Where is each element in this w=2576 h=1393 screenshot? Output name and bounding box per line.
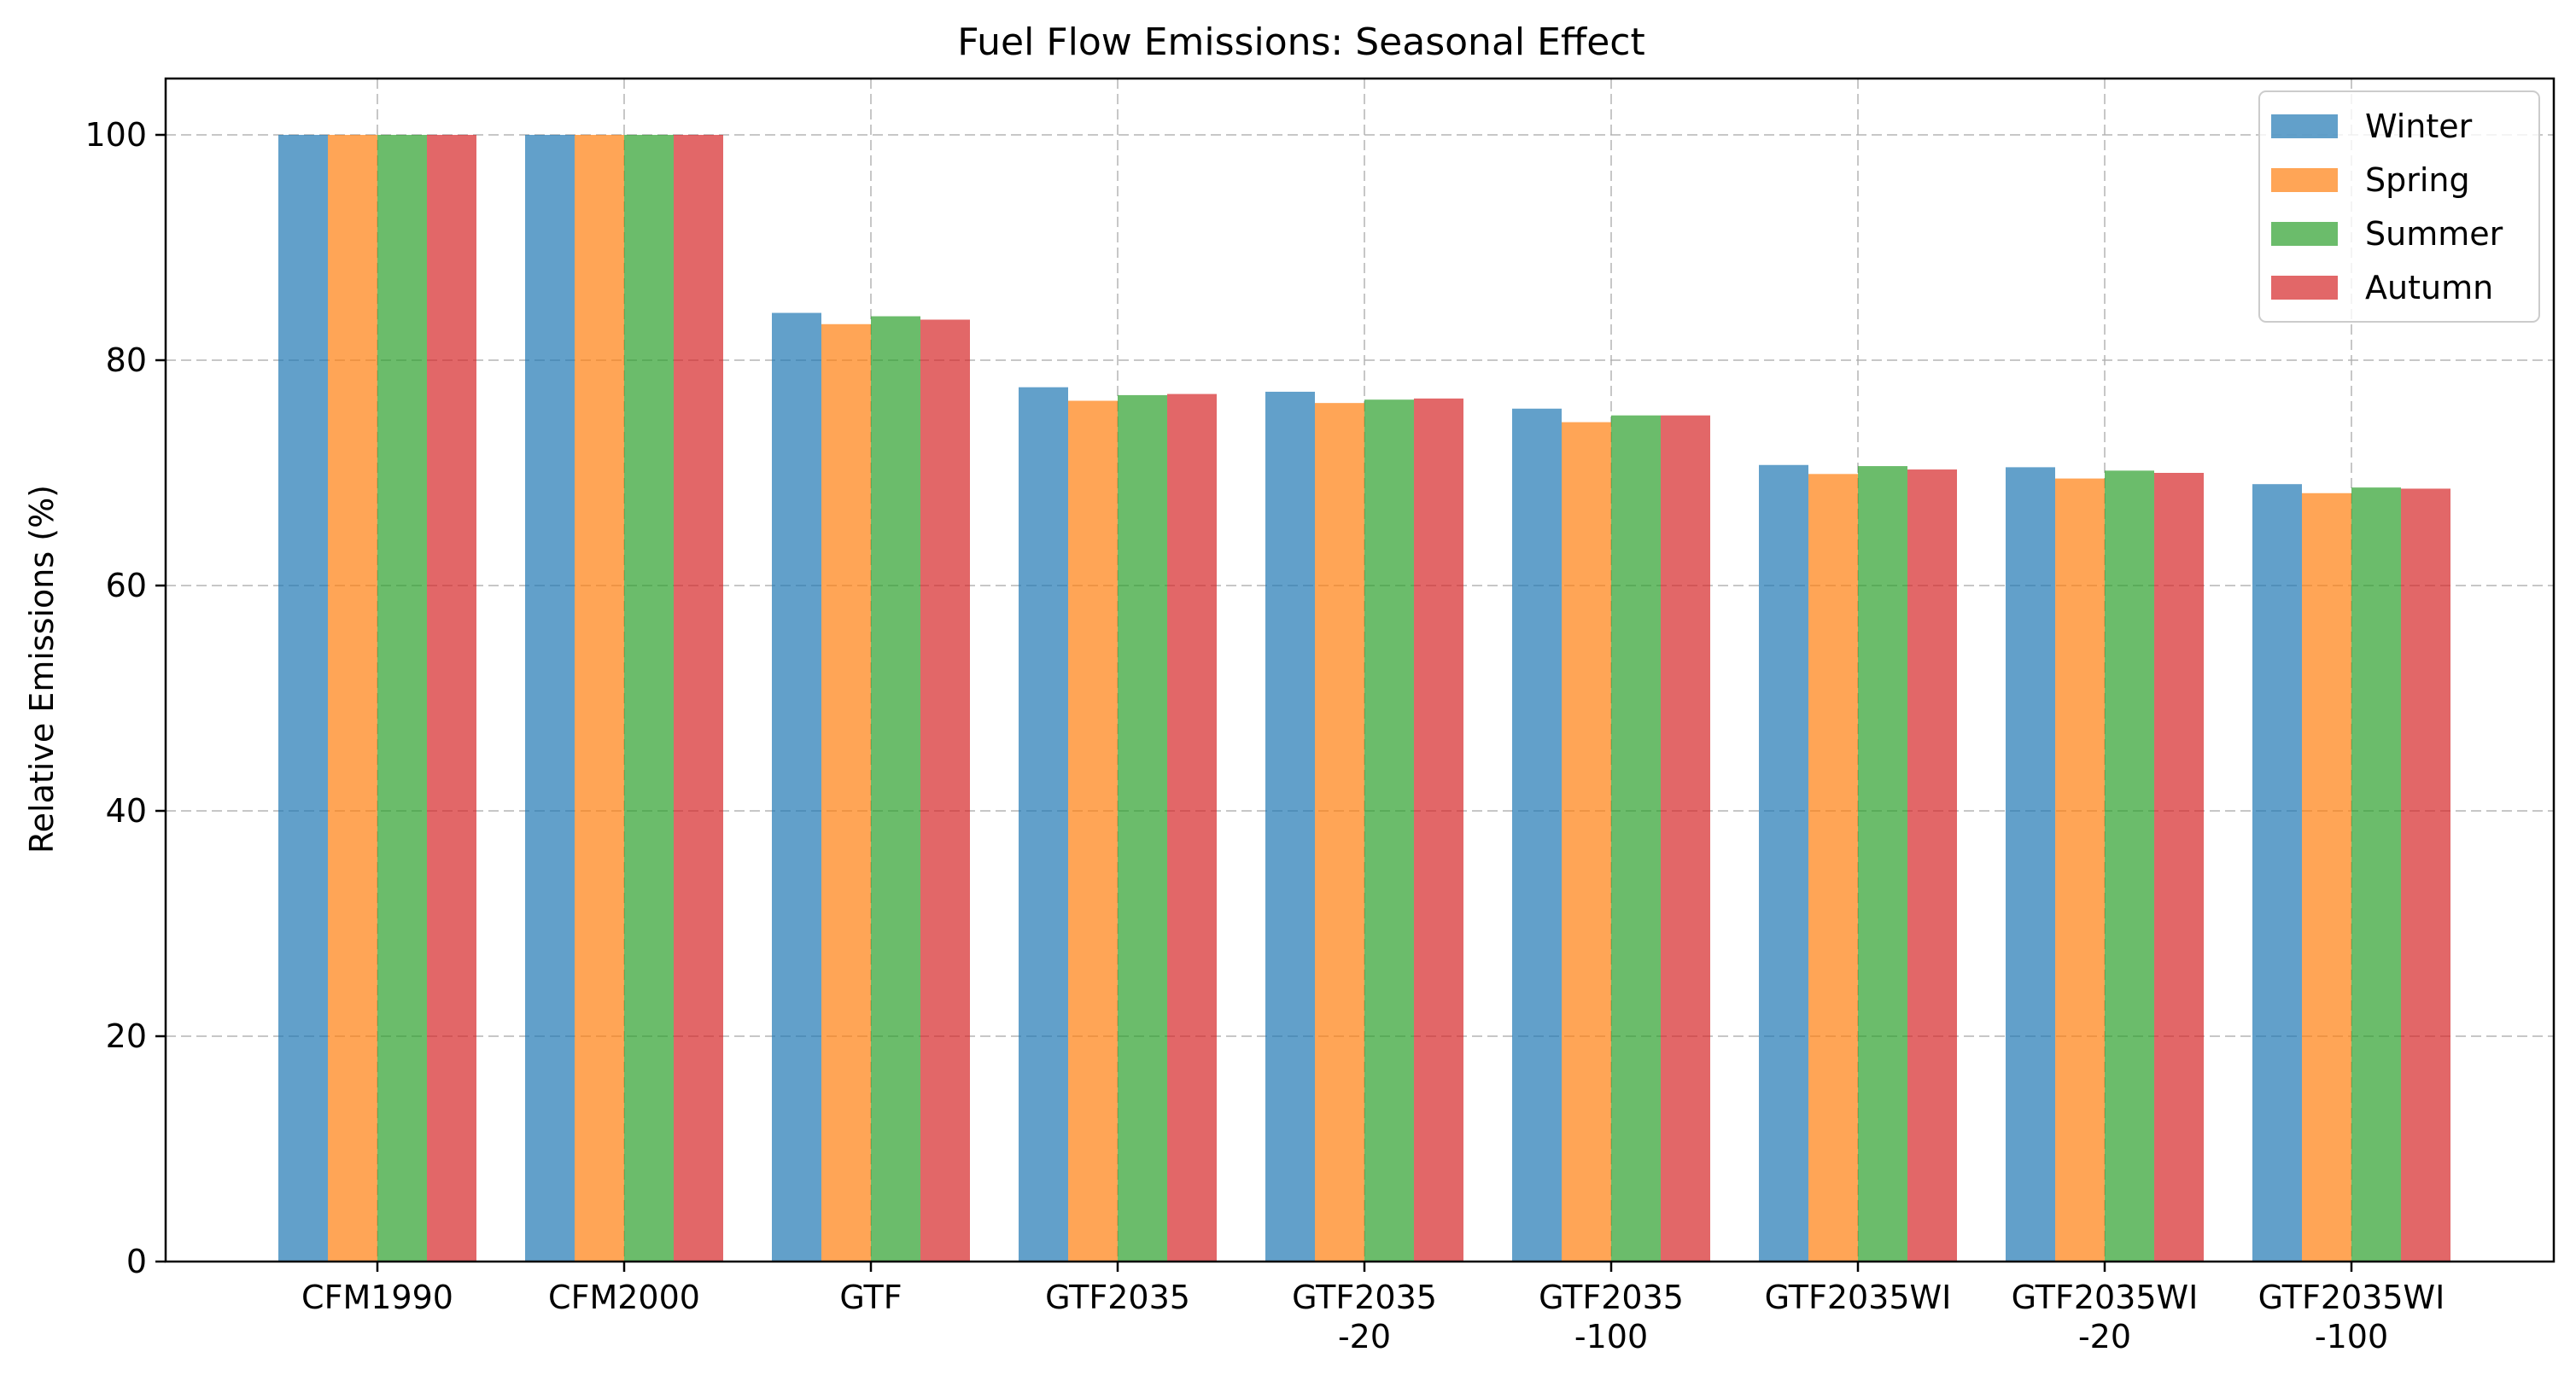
bar-autumn-3	[1167, 393, 1217, 1262]
y-tick-label: 80	[106, 341, 147, 379]
y-tick-label: 60	[106, 567, 147, 604]
x-tick-label: CFM1990	[301, 1279, 453, 1316]
bar-spring-2	[821, 323, 871, 1262]
bar-summer-7	[2105, 470, 2154, 1262]
y-axis-label: Relative Emissions (%)	[23, 485, 61, 854]
bar-spring-7	[2055, 478, 2105, 1262]
bar-spring-5	[1562, 422, 1611, 1262]
y-tick-label: 40	[106, 792, 147, 830]
bar-spring-4	[1315, 403, 1364, 1262]
legend-label-autumn: Autumn	[2365, 269, 2493, 306]
legend-swatch-summer	[2271, 222, 2338, 246]
bar-winter-5	[1512, 408, 1562, 1262]
legend-label-spring: Spring	[2365, 161, 2470, 199]
bar-winter-1	[525, 135, 575, 1262]
legend-swatch-winter	[2271, 114, 2338, 138]
y-tick-label: 100	[85, 116, 147, 154]
bar-summer-4	[1364, 399, 1414, 1262]
bar-summer-6	[1858, 466, 1907, 1262]
x-tick-label: GTF2035WI	[2012, 1279, 2199, 1316]
x-tick-label: -20	[1338, 1318, 1391, 1355]
bar-winter-6	[1759, 464, 1808, 1262]
bars	[278, 135, 2450, 1262]
x-tick-label: GTF2035	[1045, 1279, 1190, 1316]
bar-winter-8	[2252, 484, 2302, 1262]
x-tick-label: -100	[2315, 1318, 2388, 1355]
bar-autumn-2	[920, 319, 970, 1262]
legend-swatch-spring	[2271, 168, 2338, 192]
legend-box	[2258, 90, 2540, 323]
bar-autumn-8	[2401, 488, 2450, 1262]
y-tick-label: 20	[106, 1017, 147, 1055]
bar-spring-1	[575, 135, 624, 1262]
bar-autumn-0	[427, 135, 476, 1262]
x-tick-label: CFM2000	[548, 1279, 700, 1316]
bar-summer-8	[2351, 487, 2401, 1262]
bar-autumn-6	[1907, 469, 1957, 1262]
bar-spring-3	[1068, 400, 1118, 1262]
bar-summer-2	[871, 316, 920, 1262]
legend-label-summer: Summer	[2365, 215, 2503, 253]
bar-winter-2	[772, 312, 821, 1262]
bar-autumn-5	[1661, 415, 1710, 1262]
legend: Winter Spring Summer Autumn	[2258, 90, 2540, 323]
bar-winter-4	[1265, 391, 1315, 1262]
bar-spring-8	[2302, 493, 2351, 1262]
bar-winter-3	[1019, 387, 1068, 1262]
x-tick-label: GTF2035WI	[1765, 1279, 1952, 1316]
bar-spring-6	[1808, 474, 1858, 1262]
legend-swatch-autumn	[2271, 276, 2338, 300]
bar-winter-7	[2006, 467, 2055, 1262]
x-tick-label: GTF	[839, 1279, 902, 1316]
axes: 0 20 40 60 80 100 CFM1990 CFM2000 GTF GTF2035 GTF2…	[85, 77, 2556, 1355]
bar-summer-3	[1118, 394, 1167, 1262]
x-tick-label: GTF2035WI	[2258, 1279, 2445, 1316]
y-tick-label: 0	[126, 1243, 147, 1280]
bar-autumn-4	[1414, 398, 1463, 1262]
x-tick-label: GTF2035	[1539, 1279, 1684, 1316]
x-tick-label: -100	[1574, 1318, 1648, 1355]
legend-label-winter: Winter	[2365, 108, 2473, 145]
x-tick-label: GTF2035	[1292, 1279, 1437, 1316]
bar-summer-0	[377, 135, 427, 1262]
bar-autumn-1	[674, 135, 723, 1262]
bar-autumn-7	[2154, 473, 2204, 1262]
plot-frame	[164, 77, 2556, 1263]
bar-summer-1	[624, 135, 674, 1262]
bar-spring-0	[328, 135, 377, 1262]
x-tick-label: -20	[2078, 1318, 2131, 1355]
chart-title: Fuel Flow Emissions: Seasonal Effect	[957, 20, 1645, 64]
bar-winter-0	[278, 135, 328, 1262]
bar-summer-5	[1611, 415, 1661, 1262]
